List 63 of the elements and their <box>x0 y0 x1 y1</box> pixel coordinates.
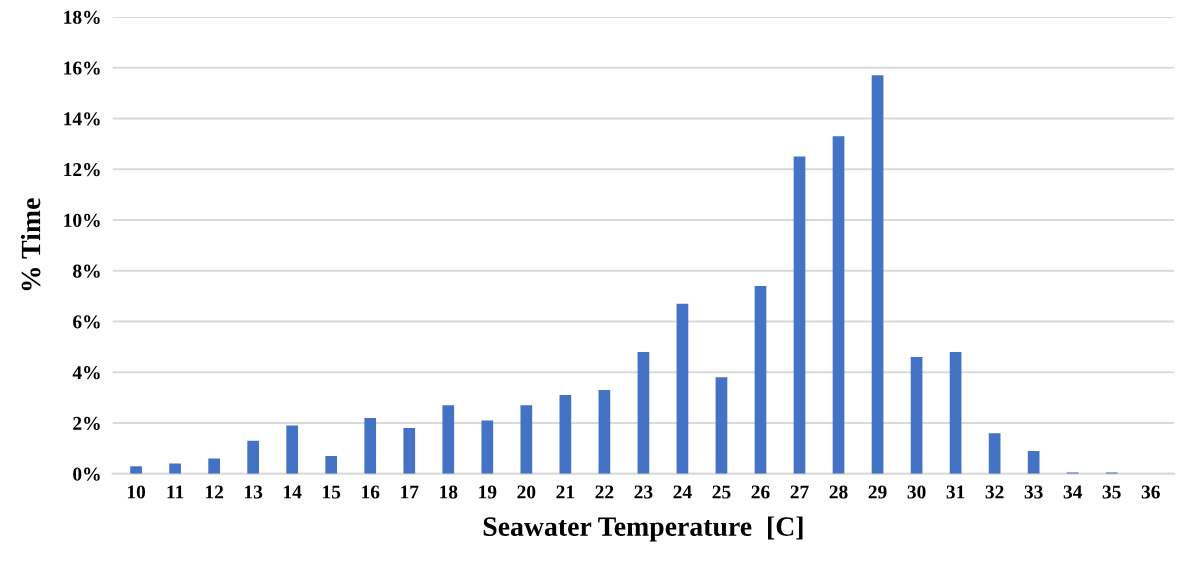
bar <box>208 458 220 474</box>
x-tick-label: 24 <box>673 485 692 499</box>
bar <box>988 433 1001 474</box>
x-tick-label: 36 <box>1141 485 1160 499</box>
x-tick-label: 21 <box>556 485 575 499</box>
y-tick-label: 2% <box>73 416 100 430</box>
x-tick-label: 33 <box>1024 485 1043 499</box>
bar <box>481 420 494 474</box>
bar <box>130 466 142 474</box>
y-tick-label: 12% <box>64 163 100 177</box>
x-tick-label: 29 <box>868 485 887 499</box>
bar <box>520 405 533 474</box>
x-tick-label: 35 <box>1102 485 1121 499</box>
bar <box>364 417 377 474</box>
x-tick-label: 10 <box>127 485 146 499</box>
bar <box>442 405 455 474</box>
x-tick-label: 20 <box>517 485 536 499</box>
y-tick-label: 10% <box>64 213 100 227</box>
x-axis-title: Seawater Temperature [C] <box>483 516 803 542</box>
bar <box>754 285 767 474</box>
bar <box>598 390 611 474</box>
x-tick-label: 18 <box>440 485 458 499</box>
y-tick-label: 8% <box>73 264 100 278</box>
x-tick-label: 22 <box>595 485 614 499</box>
x-tick-label: 16 <box>362 485 380 499</box>
x-tick-label: 13 <box>245 485 263 499</box>
x-tick-label: 23 <box>634 485 653 499</box>
bar <box>715 377 728 474</box>
bar <box>910 357 923 474</box>
x-tick-label: 27 <box>790 485 809 499</box>
bar <box>871 75 884 474</box>
x-tick-label: 34 <box>1063 485 1083 499</box>
x-tick-label: 19 <box>479 485 497 499</box>
y-tick-label: 14% <box>64 112 100 126</box>
x-tick-label: 11 <box>167 485 184 499</box>
y-axis-title: % Time <box>20 198 41 291</box>
x-tick-label: 31 <box>946 485 965 499</box>
x-tick-label: 26 <box>751 485 770 499</box>
bar <box>1027 450 1040 474</box>
bar <box>637 351 650 474</box>
bar <box>169 463 181 474</box>
x-tick-label: 30 <box>907 485 926 499</box>
y-tick-label: 16% <box>64 61 100 75</box>
bar <box>793 156 806 474</box>
bar <box>676 303 689 474</box>
x-tick-label: 17 <box>401 485 419 499</box>
y-tick-label: 18% <box>64 10 100 24</box>
bar <box>325 455 338 474</box>
x-tick-label: 14 <box>284 485 302 499</box>
bar <box>559 395 572 474</box>
y-tick-label: 4% <box>72 366 100 380</box>
x-tick-label: 25 <box>712 485 731 499</box>
bar <box>949 351 962 474</box>
bar <box>832 136 845 474</box>
x-tick-label: 12 <box>205 485 224 499</box>
x-tick-label: 32 <box>985 485 1004 499</box>
y-tick-label: 6% <box>73 315 100 329</box>
x-tick-label: 15 <box>323 485 341 499</box>
bar <box>247 440 260 474</box>
x-tick-label: 28 <box>829 485 848 499</box>
y-tick-label: 0% <box>73 467 100 481</box>
bar <box>286 425 299 474</box>
bar <box>403 428 416 474</box>
